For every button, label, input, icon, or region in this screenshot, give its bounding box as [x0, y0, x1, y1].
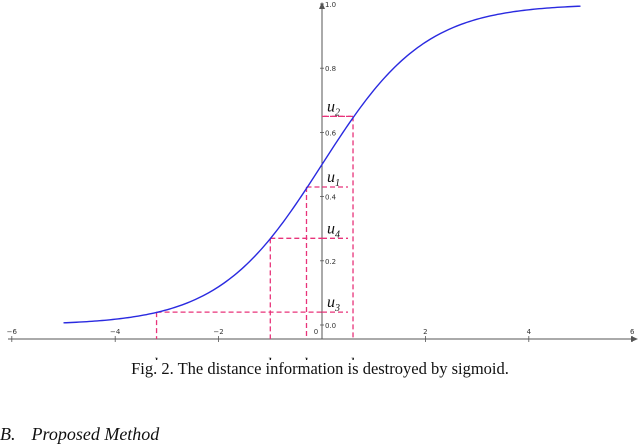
annotation-labels: d3u3d4u4d1u1d2u2 — [150, 98, 359, 360]
distance-label-base: d — [263, 356, 272, 360]
x-tick-label: 4 — [527, 328, 532, 336]
x-tick-label: 0 — [314, 328, 318, 336]
y-tick-label: 0.6 — [325, 129, 337, 137]
value-label-sub: 4 — [335, 229, 340, 240]
figure-caption: Fig. 2. The distance information is dest… — [131, 359, 509, 378]
value-label-sub: 2 — [335, 107, 340, 118]
x-axis-arrow — [631, 336, 638, 342]
distance-label-base: d — [346, 356, 355, 360]
sigmoid-curve — [63, 5, 581, 324]
x-tick-label: 2 — [423, 328, 427, 336]
value-label-base: u — [327, 220, 335, 237]
y-tick-label: 0.2 — [325, 258, 336, 266]
section-title: Proposed Method — [31, 424, 160, 444]
x-tick-label: 6 — [630, 328, 635, 336]
x-tick-label: −4 — [110, 328, 121, 336]
distance-label: d4 — [263, 356, 276, 360]
distance-label-base: d — [150, 356, 159, 360]
distance-label-base: d — [299, 356, 308, 360]
y-tick-label: 0.8 — [325, 65, 336, 73]
y-tick-label: 1.0 — [325, 1, 336, 9]
value-label-base: u — [327, 169, 335, 186]
distance-label: d2 — [346, 356, 359, 360]
series-layer — [63, 5, 581, 324]
y-axis-arrow — [319, 2, 325, 9]
axes: −6 −4 −2 2 4 6 0.0 0.2 0.4 0.6 0.8 1.0 0 — [7, 1, 638, 342]
section-heading: B. Proposed Method — [0, 424, 159, 445]
value-label: u3 — [327, 294, 340, 314]
value-label-sub: 3 — [334, 303, 340, 314]
y-tick-label: 0.0 — [325, 322, 336, 330]
guide-lines — [155, 115, 354, 339]
distance-label: d3 — [150, 356, 163, 360]
y-tick-label: 0.4 — [325, 194, 337, 202]
x-tick-label: −2 — [213, 328, 223, 336]
distance-label: d1 — [299, 356, 312, 360]
value-label-base: u — [327, 98, 335, 115]
section-number: B. — [0, 424, 16, 444]
value-label-sub: 1 — [335, 178, 340, 189]
value-label: u2 — [327, 98, 340, 118]
value-label-base: u — [327, 294, 335, 311]
value-label: u4 — [327, 220, 340, 240]
x-tick-label: −6 — [7, 328, 18, 336]
value-label: u1 — [327, 169, 340, 189]
